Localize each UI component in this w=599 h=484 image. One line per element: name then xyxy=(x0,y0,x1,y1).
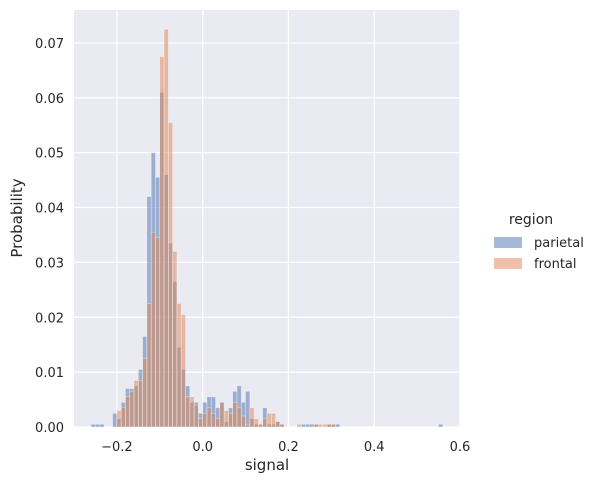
bar-frontal xyxy=(189,396,195,428)
bar-frontal xyxy=(262,418,268,428)
x-tick-label: 0.0 xyxy=(192,440,213,455)
bar-parietal xyxy=(112,412,118,428)
y-tick-label: 0.07 xyxy=(35,37,64,52)
bar-frontal xyxy=(172,251,178,428)
bar-frontal xyxy=(193,404,199,428)
y-tick-label: 0.01 xyxy=(35,366,64,381)
bar-parietal xyxy=(335,423,341,428)
bar-frontal xyxy=(245,423,251,428)
bar-frontal xyxy=(236,407,242,428)
bar-frontal xyxy=(163,28,169,428)
bar-parietal xyxy=(95,423,101,428)
y-tick-label: 0.06 xyxy=(35,92,64,107)
x-tick-label: 0.6 xyxy=(450,440,471,455)
legend-label-parietal: parietal xyxy=(534,236,584,251)
legend-title: region xyxy=(509,212,553,228)
bar-frontal xyxy=(228,412,233,428)
legend-swatch-frontal xyxy=(494,258,522,269)
bar-frontal xyxy=(219,402,225,428)
bar-frontal xyxy=(223,410,229,428)
y-tick-label: 0.03 xyxy=(35,256,64,271)
bar-parietal xyxy=(301,423,306,428)
bar-frontal xyxy=(176,303,182,428)
y-tick-label: 0.05 xyxy=(35,147,64,162)
bar-frontal xyxy=(198,418,203,428)
bar-frontal xyxy=(210,412,216,428)
bar-frontal xyxy=(215,418,221,428)
bar-frontal xyxy=(202,412,208,428)
y-tick-label: 0.02 xyxy=(35,311,64,326)
series-frontal-bars xyxy=(116,28,336,428)
bar-frontal xyxy=(232,402,238,428)
bar-frontal xyxy=(296,423,302,428)
bar-frontal xyxy=(116,410,122,428)
bar-frontal xyxy=(120,407,126,428)
bar-frontal xyxy=(146,303,152,428)
bar-parietal xyxy=(438,423,444,428)
x-axis-ticks: −0.2 0.0 0.2 0.4 0.6 xyxy=(101,440,470,455)
legend: region parietal frontal xyxy=(494,212,584,272)
bar-frontal xyxy=(266,412,272,428)
bar-frontal xyxy=(331,423,336,428)
x-tick-label: 0.2 xyxy=(278,440,299,455)
plot-area xyxy=(74,10,460,427)
x-axis-title: signal xyxy=(245,456,289,474)
bar-frontal xyxy=(258,423,264,428)
bar-frontal xyxy=(180,314,186,428)
bar-frontal xyxy=(150,231,156,428)
x-tick-label: 0.4 xyxy=(364,440,385,455)
bar-frontal xyxy=(138,380,143,428)
bar-parietal xyxy=(90,423,96,428)
bar-frontal xyxy=(313,423,319,428)
bar-parietal xyxy=(309,423,315,428)
y-tick-label: 0.00 xyxy=(35,421,64,436)
bar-frontal xyxy=(168,122,173,428)
bar-frontal xyxy=(155,237,161,428)
bar-frontal xyxy=(253,418,259,428)
bar-frontal xyxy=(279,423,285,428)
bar-frontal xyxy=(322,423,328,428)
bar-frontal xyxy=(326,423,332,428)
bar-parietal xyxy=(99,423,105,428)
bar-frontal xyxy=(185,396,191,428)
bar-frontal xyxy=(318,423,324,428)
bar-frontal xyxy=(249,407,255,428)
legend-swatch-parietal xyxy=(494,237,522,248)
bar-parietal xyxy=(305,423,311,428)
bar-parietal xyxy=(245,391,251,428)
bar-frontal xyxy=(133,380,139,428)
bar-frontal xyxy=(129,391,135,428)
y-axis-ticks: 0.00 0.01 0.02 0.03 0.04 0.05 0.06 0.07 xyxy=(35,37,64,436)
y-axis-title: Probability xyxy=(8,178,26,257)
bar-frontal xyxy=(159,56,165,428)
bar-frontal xyxy=(240,415,246,428)
y-tick-label: 0.04 xyxy=(35,202,64,217)
gridlines xyxy=(74,10,461,428)
x-tick-label: −0.2 xyxy=(101,440,133,455)
bar-frontal xyxy=(125,396,131,428)
bar-frontal xyxy=(206,407,212,428)
bar-frontal xyxy=(142,358,148,428)
bar-frontal xyxy=(275,421,281,428)
bar-frontal xyxy=(270,412,276,428)
legend-label-frontal: frontal xyxy=(534,257,577,272)
